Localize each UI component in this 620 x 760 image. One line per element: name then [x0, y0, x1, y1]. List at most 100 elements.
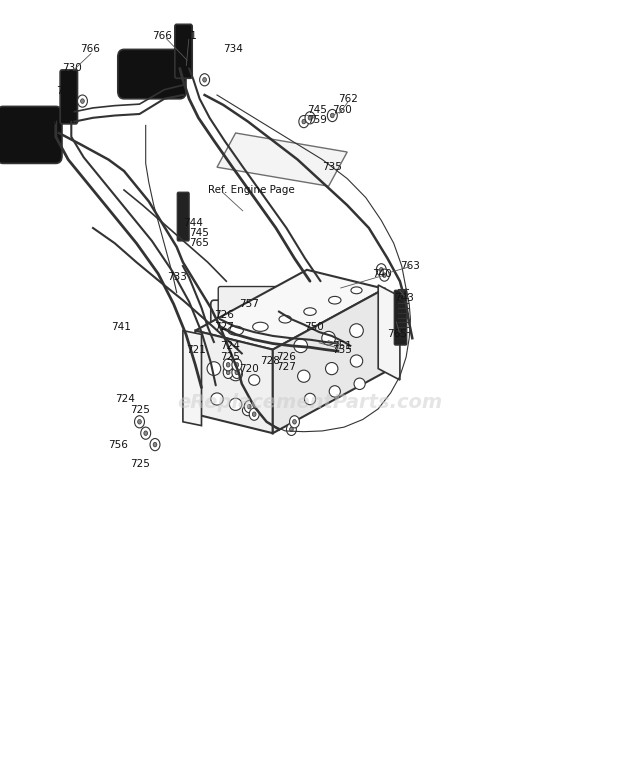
FancyBboxPatch shape — [0, 106, 62, 163]
Circle shape — [232, 366, 242, 378]
Circle shape — [302, 119, 306, 124]
Ellipse shape — [329, 296, 341, 304]
Circle shape — [244, 401, 254, 413]
Circle shape — [141, 427, 151, 439]
Circle shape — [81, 99, 84, 103]
Circle shape — [138, 420, 141, 424]
Text: 724: 724 — [220, 340, 240, 351]
Text: 725: 725 — [130, 458, 150, 469]
Circle shape — [226, 370, 230, 375]
Text: 745: 745 — [307, 105, 327, 116]
Circle shape — [249, 408, 259, 420]
Text: 766: 766 — [152, 31, 172, 42]
Text: 726: 726 — [276, 352, 296, 363]
Circle shape — [299, 116, 309, 128]
Ellipse shape — [211, 393, 223, 405]
Text: 757: 757 — [239, 299, 259, 309]
Ellipse shape — [242, 405, 254, 416]
Polygon shape — [273, 289, 384, 433]
Text: 750: 750 — [304, 321, 324, 332]
Text: 756: 756 — [108, 439, 128, 450]
Ellipse shape — [322, 331, 335, 345]
FancyBboxPatch shape — [211, 300, 319, 391]
Circle shape — [330, 113, 334, 118]
Circle shape — [235, 363, 239, 367]
Ellipse shape — [249, 375, 260, 385]
Text: 720: 720 — [239, 363, 259, 374]
Text: eReplacementParts.com: eReplacementParts.com — [177, 394, 443, 412]
FancyBboxPatch shape — [60, 70, 78, 124]
Text: 726: 726 — [214, 310, 234, 321]
Circle shape — [305, 112, 315, 124]
Ellipse shape — [279, 315, 291, 323]
Circle shape — [327, 109, 337, 122]
Circle shape — [383, 273, 386, 277]
Circle shape — [290, 427, 293, 432]
Text: 734: 734 — [223, 44, 243, 55]
Text: 727: 727 — [276, 362, 296, 372]
Text: 765: 765 — [388, 329, 407, 340]
Text: 724: 724 — [115, 394, 135, 404]
Text: 743: 743 — [394, 293, 414, 303]
Polygon shape — [183, 331, 202, 426]
Text: 760: 760 — [332, 105, 352, 116]
Text: 739: 739 — [149, 59, 169, 70]
FancyBboxPatch shape — [175, 24, 192, 78]
Circle shape — [286, 423, 296, 435]
Ellipse shape — [253, 322, 268, 331]
Text: 728: 728 — [260, 356, 280, 366]
Polygon shape — [195, 331, 273, 433]
Circle shape — [293, 420, 296, 424]
FancyBboxPatch shape — [118, 49, 186, 99]
Polygon shape — [195, 270, 384, 350]
Circle shape — [200, 74, 210, 86]
Ellipse shape — [229, 398, 242, 410]
Text: 763: 763 — [400, 261, 420, 271]
Circle shape — [223, 359, 233, 371]
FancyBboxPatch shape — [218, 287, 284, 333]
Ellipse shape — [351, 287, 362, 294]
Text: 745: 745 — [189, 228, 209, 239]
Text: 727: 727 — [214, 321, 234, 332]
Text: 740: 740 — [372, 268, 392, 279]
Circle shape — [308, 116, 312, 120]
Text: 744: 744 — [183, 218, 203, 229]
Ellipse shape — [207, 362, 221, 375]
FancyBboxPatch shape — [177, 192, 189, 241]
Circle shape — [232, 359, 242, 371]
Ellipse shape — [354, 378, 365, 389]
Text: 730: 730 — [62, 63, 82, 74]
Text: 762: 762 — [338, 93, 358, 104]
Ellipse shape — [329, 386, 340, 397]
Ellipse shape — [304, 394, 316, 404]
Ellipse shape — [350, 324, 363, 337]
Text: 721: 721 — [186, 344, 206, 355]
Ellipse shape — [228, 326, 243, 335]
Ellipse shape — [294, 339, 308, 353]
Text: 725: 725 — [130, 405, 150, 416]
Text: 733: 733 — [167, 272, 187, 283]
Circle shape — [78, 95, 87, 107]
Circle shape — [226, 363, 230, 367]
Text: 755: 755 — [332, 344, 352, 355]
Text: 759: 759 — [307, 115, 327, 125]
Ellipse shape — [304, 308, 316, 315]
Text: 765: 765 — [189, 238, 209, 249]
Ellipse shape — [350, 355, 363, 367]
Circle shape — [203, 78, 206, 82]
Text: Ref. Engine Page: Ref. Engine Page — [208, 185, 294, 195]
Circle shape — [135, 416, 144, 428]
Circle shape — [290, 416, 299, 428]
Ellipse shape — [326, 363, 338, 375]
Circle shape — [379, 268, 383, 272]
Ellipse shape — [278, 353, 289, 361]
Circle shape — [153, 442, 157, 447]
Ellipse shape — [264, 353, 275, 361]
Circle shape — [376, 264, 386, 276]
Text: 731: 731 — [177, 31, 197, 42]
Text: 725: 725 — [220, 352, 240, 363]
Polygon shape — [217, 133, 347, 186]
Circle shape — [235, 370, 239, 375]
Polygon shape — [378, 285, 400, 380]
FancyBboxPatch shape — [394, 290, 407, 345]
